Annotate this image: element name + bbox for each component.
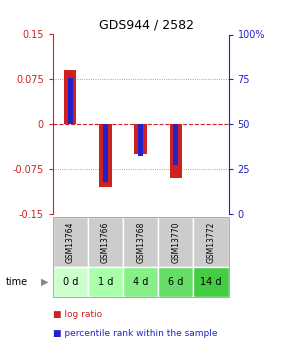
Text: GSM13772: GSM13772 [207,221,215,263]
Text: GSM13770: GSM13770 [171,221,180,263]
Text: GSM13768: GSM13768 [136,221,145,263]
Text: time: time [6,277,28,287]
Bar [68,78,73,124]
Text: 0 d: 0 d [63,277,78,287]
Text: 4 d: 4 d [133,277,148,287]
Bar [138,124,143,157]
Bar [103,124,108,181]
Bar [134,124,147,154]
Text: GDS944 / 2582: GDS944 / 2582 [99,19,194,32]
Text: ■ log ratio: ■ log ratio [53,310,102,319]
Text: 14 d: 14 d [200,277,222,287]
Text: GSM13766: GSM13766 [101,221,110,263]
Bar [170,124,182,178]
Bar [99,124,112,187]
Bar [173,124,178,166]
Text: 1 d: 1 d [98,277,113,287]
Text: ▶: ▶ [41,277,49,287]
Text: ■ percentile rank within the sample: ■ percentile rank within the sample [53,329,217,338]
Text: GSM13764: GSM13764 [66,221,75,263]
Text: 6 d: 6 d [168,277,183,287]
Bar [64,70,76,124]
